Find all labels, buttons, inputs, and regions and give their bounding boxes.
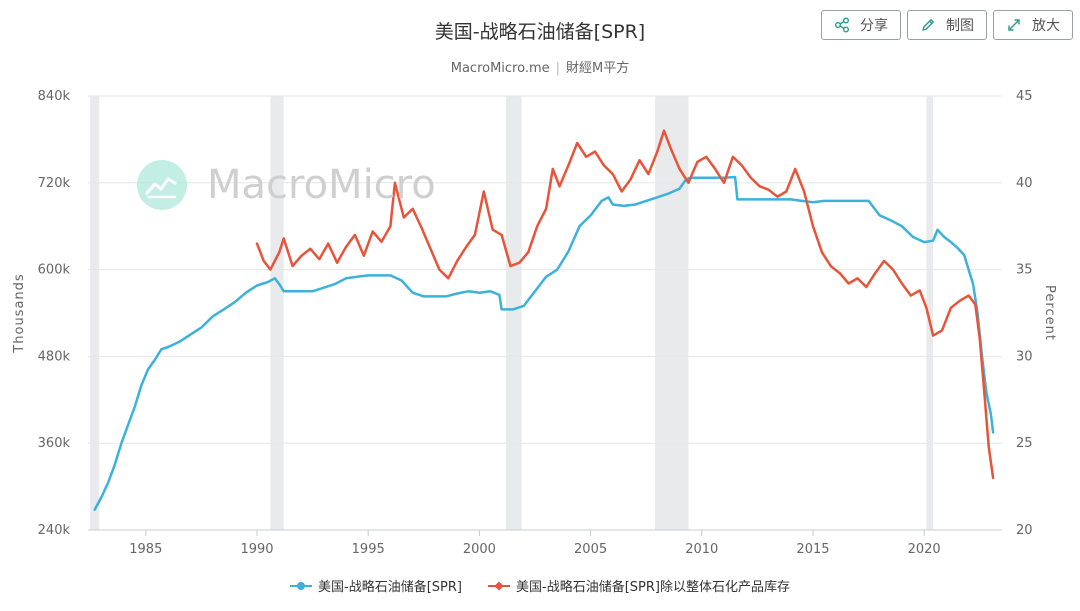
subtitle-site[interactable]: MacroMicro.me [450, 61, 550, 76]
y-left-tick-label: 240k [38, 523, 71, 538]
series-line-spr [93, 175, 995, 511]
y-left-tick-label: 720k [38, 176, 71, 191]
x-tick-label: 2000 [463, 542, 496, 557]
legend: 美国-战略石油储备[SPR] 美国-战略石油储备[SPR]除以整体石化产品库存 [0, 576, 1080, 595]
share-icon [835, 17, 849, 33]
legend-marker-spr [290, 581, 313, 590]
y-right-tick-label: 35 [1016, 263, 1033, 278]
enlarge-label: 放大 [1032, 18, 1060, 34]
recession-band-4 [926, 96, 934, 530]
subtitle-separator: | [555, 61, 561, 76]
x-tick-label: 1990 [240, 542, 273, 557]
y-left-tick-label: 840k [38, 89, 71, 104]
chart-subtitle: MacroMicro.me | 財經M平方 [0, 57, 1080, 76]
y-left-tick-label: 480k [38, 349, 71, 364]
legend-label-spr: 美国-战略石油储备[SPR] [318, 580, 462, 595]
enlarge-button[interactable]: 放大 [993, 10, 1073, 40]
chart-toolbar: 分享 制图 放大 [821, 10, 1073, 40]
legend-item-spr-ratio[interactable]: 美国-战略石油储备[SPR]除以整体石化产品库存 [488, 576, 790, 595]
x-tick-label: 1995 [352, 542, 385, 557]
chart-builder-label: 制图 [946, 18, 974, 34]
y-right-tick-label: 25 [1016, 436, 1033, 451]
chart-title: 美国-战略石油储备[SPR] [434, 21, 646, 43]
y-left-tick-label: 360k [38, 436, 71, 451]
x-tick-label: 2005 [574, 542, 607, 557]
y-right-tick-label: 30 [1016, 349, 1033, 364]
x-tick-label: 2010 [685, 542, 718, 557]
series-line-spr-ratio [255, 129, 995, 480]
recession-band-3 [655, 96, 689, 530]
y-left-axis-title: Thousands [12, 273, 27, 353]
recession-band-0 [90, 96, 100, 530]
share-button[interactable]: 分享 [821, 10, 901, 40]
x-tick-label: 2015 [796, 542, 829, 557]
x-tick-label: 1985 [129, 542, 162, 557]
y-right-tick-label: 40 [1016, 176, 1033, 191]
y-right-axis-title: Percent [1042, 285, 1057, 341]
legend-marker-spr-ratio [488, 581, 510, 590]
pencil-icon [922, 19, 934, 31]
chart-builder-button[interactable]: 制图 [907, 10, 987, 40]
legend-item-spr[interactable]: 美国-战略石油储备[SPR] [290, 576, 462, 595]
subtitle-brand: 財經M平方 [566, 61, 630, 76]
y-left-tick-label: 600k [38, 263, 71, 278]
recession-band-2 [506, 96, 522, 530]
y-right-tick-label: 45 [1016, 89, 1033, 104]
x-tick-label: 2020 [908, 542, 941, 557]
recession-band-1 [270, 96, 284, 530]
expand-icon [1008, 19, 1020, 31]
legend-label-spr-ratio: 美国-战略石油储备[SPR]除以整体石化产品库存 [516, 580, 790, 595]
y-right-tick-label: 20 [1016, 523, 1033, 538]
share-label: 分享 [860, 18, 888, 34]
